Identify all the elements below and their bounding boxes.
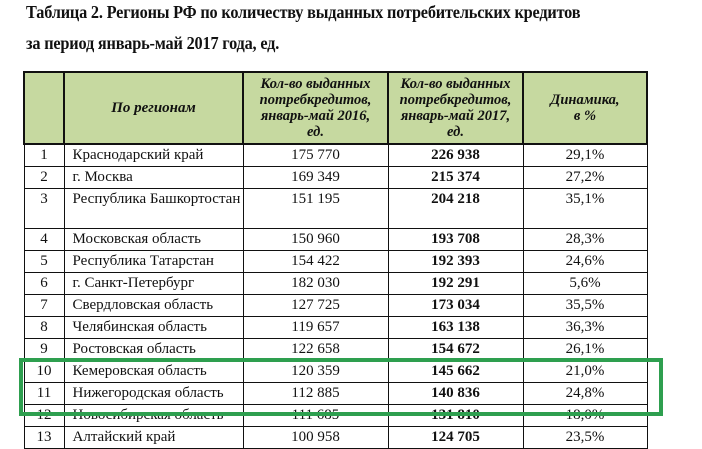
row-2017: 192 291 [387, 272, 524, 295]
row-dynamics: 29,1% [522, 143, 648, 167]
header-2017-line1: Кол-во выданных [400, 76, 511, 92]
header-2017-line2: потребкредитов, [399, 92, 512, 108]
row-num: 11 [23, 382, 65, 405]
row-2016: 119 657 [242, 316, 389, 339]
table-row: 10 Кемеровская область 120 359 145 662 2… [23, 360, 648, 383]
table-row: 5 Республика Татарстан 154 422 192 393 2… [23, 250, 648, 273]
row-2016: 122 658 [242, 338, 389, 361]
table-caption-line-1: Таблица 2. Регионы РФ по количеству выда… [26, 2, 581, 22]
row-dynamics: 27,2% [522, 166, 648, 189]
table-row: 13 Алтайский край 100 958 124 705 23,5% [23, 426, 648, 449]
row-region: Свердловская область [63, 294, 244, 317]
row-2017: 226 938 [387, 143, 524, 167]
row-dynamics: 5,6% [522, 272, 648, 295]
row-2016: 112 885 [242, 382, 389, 405]
row-2016: 169 349 [242, 166, 389, 189]
row-2017: 215 374 [387, 166, 524, 189]
header-dynamics-line1: Динамика, [550, 92, 620, 108]
row-region: Краснодарский край [63, 143, 244, 167]
row-2016: 182 030 [242, 272, 389, 295]
header-2016-line4: ед. [307, 124, 324, 140]
row-region: Республика Башкортостан [63, 188, 244, 229]
table-row: 2 г. Москва 169 349 215 374 27,2% [23, 166, 648, 189]
row-num: 13 [23, 426, 65, 449]
row-dynamics: 18,0% [522, 404, 648, 427]
row-region: Новосибирская область [63, 404, 244, 427]
table-row: 1 Краснодарский край 175 770 226 938 29,… [23, 143, 648, 167]
row-2016: 100 958 [242, 426, 389, 449]
row-region: Алтайский край [63, 426, 244, 449]
table-row: 7 Свердловская область 127 725 173 034 3… [23, 294, 648, 317]
row-num: 5 [23, 250, 65, 273]
row-2017: 192 393 [387, 250, 524, 273]
row-2017: 124 705 [387, 426, 524, 449]
row-region: г. Москва [63, 166, 244, 189]
row-dynamics: 35,5% [522, 294, 648, 317]
header-2017: Кол-во выданных потребкредитов, январь-м… [387, 71, 524, 145]
row-num: 12 [23, 404, 65, 427]
row-num: 1 [23, 143, 65, 167]
row-region: г. Санкт-Петербург [63, 272, 244, 295]
table-row: 8 Челябинская область 119 657 163 138 36… [23, 316, 648, 339]
row-num: 9 [23, 338, 65, 361]
row-2016: 111 685 [242, 404, 389, 427]
row-2017: 154 672 [387, 338, 524, 361]
header-2016-line2: потребкредитов, [259, 92, 372, 108]
row-num: 7 [23, 294, 65, 317]
row-2017: 145 662 [387, 360, 524, 383]
table-caption-line-2: за период январь-май 2017 года, ед. [26, 33, 280, 53]
row-dynamics: 23,5% [522, 426, 648, 449]
row-2016: 151 195 [242, 188, 389, 229]
row-dynamics: 24,8% [522, 382, 648, 405]
header-region: По регионам [63, 71, 244, 145]
header-num [23, 71, 65, 145]
header-2017-line3: январь-май 2017, [400, 108, 511, 124]
row-num: 2 [23, 166, 65, 189]
table-row: 11 Нижегородская область 112 885 140 836… [23, 382, 648, 405]
row-2016: 154 422 [242, 250, 389, 273]
table-row: 3 Республика Башкортостан 151 195 204 21… [23, 188, 648, 229]
row-dynamics: 35,1% [522, 188, 648, 229]
row-num: 8 [23, 316, 65, 339]
row-num: 10 [23, 360, 65, 383]
row-dynamics: 24,6% [522, 250, 648, 273]
table-row: 9 Ростовская область 122 658 154 672 26,… [23, 338, 648, 361]
row-2017: 173 034 [387, 294, 524, 317]
table-row: 6 г. Санкт-Петербург 182 030 192 291 5,6… [23, 272, 648, 295]
row-2016: 127 725 [242, 294, 389, 317]
row-2017: 204 218 [387, 188, 524, 229]
header-dynamics: Динамика, в % [522, 71, 648, 145]
header-dynamics-line2: в % [573, 108, 597, 124]
header-2016-line3: январь-май 2016, [260, 108, 371, 124]
row-dynamics: 21,0% [522, 360, 648, 383]
row-dynamics: 28,3% [522, 228, 648, 251]
row-2016: 175 770 [242, 143, 389, 167]
row-num: 6 [23, 272, 65, 295]
regions-credit-table: По регионам Кол-во выданных потребкредит… [23, 71, 648, 449]
row-dynamics: 26,1% [522, 338, 648, 361]
row-region: Ростовская область [63, 338, 244, 361]
row-region: Нижегородская область [63, 382, 244, 405]
row-2017: 163 138 [387, 316, 524, 339]
row-2017: 131 810 [387, 404, 524, 427]
header-2017-line4: ед. [447, 124, 464, 140]
row-2017: 140 836 [387, 382, 524, 405]
row-2017: 193 708 [387, 228, 524, 251]
header-2016-line1: Кол-во выданных [260, 76, 371, 92]
row-region: Московская область [63, 228, 244, 251]
table-row: 4 Московская область 150 960 193 708 28,… [23, 228, 648, 251]
row-num: 3 [23, 188, 65, 229]
row-num: 4 [23, 228, 65, 251]
row-region: Республика Татарстан [63, 250, 244, 273]
row-region: Челябинская область [63, 316, 244, 339]
row-2016: 120 359 [242, 360, 389, 383]
table-row: 12 Новосибирская область 111 685 131 810… [23, 404, 648, 427]
header-2016: Кол-во выданных потребкредитов, январь-м… [242, 71, 389, 145]
row-2016: 150 960 [242, 228, 389, 251]
row-dynamics: 36,3% [522, 316, 648, 339]
table-header-row: По регионам Кол-во выданных потребкредит… [23, 71, 648, 145]
row-region: Кемеровская область [63, 360, 244, 383]
